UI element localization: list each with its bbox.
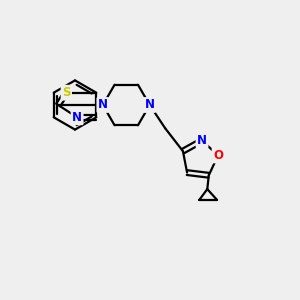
Text: N: N <box>98 98 108 112</box>
Text: S: S <box>62 86 70 99</box>
Text: N: N <box>145 98 155 112</box>
Text: N: N <box>197 134 207 147</box>
Text: O: O <box>213 149 223 162</box>
Text: N: N <box>72 111 82 124</box>
